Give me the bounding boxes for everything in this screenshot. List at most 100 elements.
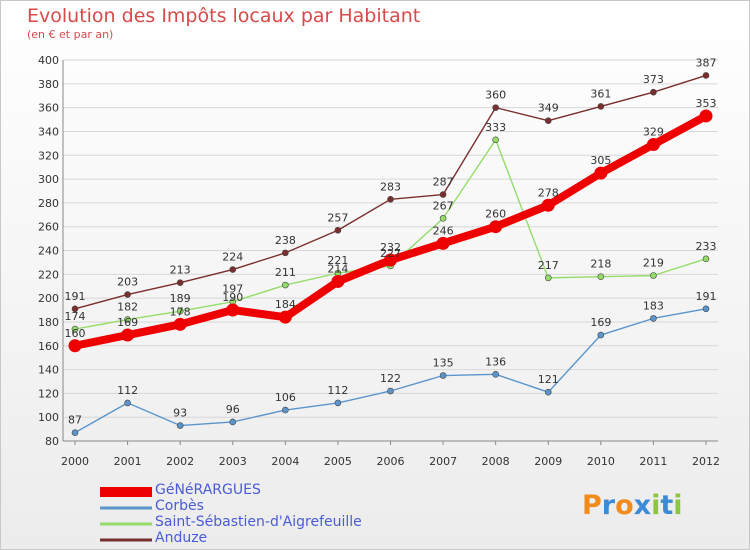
data-label: 257 <box>327 211 348 224</box>
x-tick-label: 2012 <box>692 455 720 468</box>
y-tick-label: 400 <box>38 54 59 67</box>
data-point <box>650 272 657 279</box>
data-point <box>650 88 657 96</box>
data-point <box>71 429 79 436</box>
data-label: 178 <box>170 305 191 318</box>
y-tick-label: 320 <box>38 149 59 162</box>
data-label: 211 <box>275 266 296 279</box>
data-label: 190 <box>222 291 243 304</box>
logo-letter: t <box>660 490 674 521</box>
x-tick-label: 2002 <box>166 455 194 468</box>
data-label: 203 <box>117 276 138 289</box>
data-point <box>439 191 447 198</box>
logo-letter: o <box>615 490 634 521</box>
data-point <box>176 307 184 315</box>
data-label: 360 <box>485 89 506 102</box>
data-point <box>176 279 184 286</box>
data-label: 267 <box>433 199 454 212</box>
data-label: 214 <box>327 262 348 275</box>
data-point <box>492 371 499 378</box>
data-point <box>334 226 342 234</box>
data-point <box>702 72 710 79</box>
x-tick-label: 2006 <box>377 455 405 468</box>
data-labels: 160 169 178 190 184 214 232 246 260 278 305 329 353 8… <box>65 56 717 426</box>
logo-letter: x <box>633 490 652 521</box>
y-tick-label: 300 <box>38 173 59 186</box>
x-tick-label: 2009 <box>534 455 562 468</box>
data-label: 191 <box>65 290 86 303</box>
data-point <box>384 253 397 267</box>
y-tick-label: 220 <box>38 268 59 281</box>
data-label: 121 <box>538 373 559 386</box>
data-point <box>594 166 608 180</box>
data-label: 217 <box>538 259 559 272</box>
data-point <box>597 103 605 110</box>
data-label: 283 <box>380 180 401 193</box>
y-tick-label: 340 <box>38 125 59 138</box>
legend-swatch-line <box>100 506 152 510</box>
data-label: 93 <box>173 407 187 420</box>
data-label: 224 <box>222 251 243 264</box>
x-tick-label: 2010 <box>587 455 615 468</box>
data-label: 373 <box>643 73 664 86</box>
data-label: 361 <box>590 87 611 100</box>
data-point <box>492 104 499 111</box>
y-tick-label: 200 <box>38 292 59 305</box>
data-label: 191 <box>696 290 717 303</box>
legend-swatch <box>100 516 152 532</box>
legend-label: Anduze <box>155 530 208 546</box>
data-point <box>650 315 657 322</box>
data-point <box>334 399 342 407</box>
data-label: 135 <box>433 357 454 370</box>
data-point <box>436 236 450 250</box>
data-label: 333 <box>485 121 506 134</box>
data-label: 219 <box>643 257 664 270</box>
axes <box>62 60 718 445</box>
data-label: 160 <box>65 327 86 340</box>
data-point <box>229 266 237 273</box>
data-point <box>541 198 555 212</box>
legend-swatch <box>100 500 152 516</box>
data-point <box>282 281 289 289</box>
data-label: 278 <box>538 186 559 199</box>
data-point <box>439 372 447 379</box>
y-tick-labels: 80 100 120 140 160 180 200 220 240 260 280 300 320 34… <box>38 54 59 448</box>
data-point <box>699 109 713 123</box>
data-point <box>544 117 552 125</box>
data-point <box>176 422 184 429</box>
x-tick-label: 2004 <box>271 455 299 468</box>
data-label: 387 <box>696 56 717 69</box>
data-point <box>124 316 131 323</box>
x-tick-labels: 2000 2001 2002 2003 2004 2005 2006 2007 2008 2009… <box>61 455 720 468</box>
y-tick-label: 260 <box>38 221 59 234</box>
y-tick-label: 80 <box>45 435 59 448</box>
data-label: 112 <box>117 384 138 397</box>
data-point <box>597 273 605 280</box>
data-label: 122 <box>380 372 401 385</box>
data-point <box>124 291 131 298</box>
x-tick-label: 2007 <box>429 455 457 468</box>
y-tick-label: 380 <box>38 78 59 91</box>
chart-subtitle: (en € et par an) <box>27 28 114 41</box>
data-label: 349 <box>538 102 559 115</box>
x-tick-label: 2008 <box>482 455 510 468</box>
data-point <box>489 220 503 234</box>
data-label: 189 <box>170 292 191 305</box>
data-label: 184 <box>275 298 296 311</box>
data-point <box>439 215 447 222</box>
logo-letter: i <box>651 490 661 521</box>
data-label: 197 <box>222 283 243 296</box>
data-point <box>226 303 240 317</box>
data-point <box>702 255 710 263</box>
data-point <box>71 325 79 333</box>
data-label: 218 <box>590 258 611 271</box>
proxiti-logo: Proxiti <box>582 490 683 521</box>
data-label: 136 <box>485 355 506 368</box>
y-tick-label: 100 <box>38 411 59 424</box>
data-point <box>646 138 660 152</box>
data-point <box>68 339 82 353</box>
legend-swatch <box>100 532 152 548</box>
legend-label: Corbès <box>155 498 204 514</box>
y-tick-label: 360 <box>38 102 59 115</box>
